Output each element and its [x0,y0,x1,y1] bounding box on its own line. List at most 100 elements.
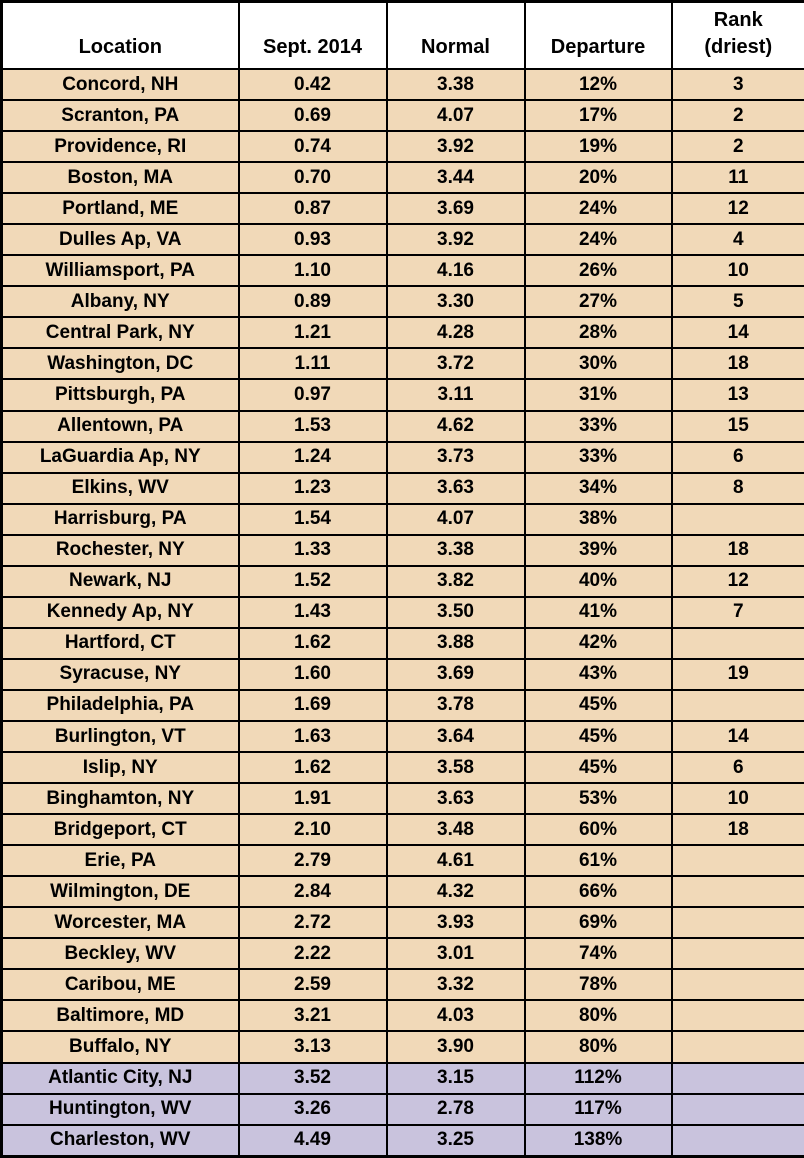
cell-sept-2014: 0.93 [237,223,388,257]
cell-sept-2014: 0.42 [237,67,388,102]
table-header: Location Sept. 2014 Normal Departure Ran… [0,0,804,70]
cell-rank: 8 [670,471,804,505]
table-row: Huntington, WV 3.26 2.78 117% [0,1092,804,1126]
cell-location: Syracuse, NY [0,657,240,691]
table-row: Dulles Ap, VA 0.93 3.92 24% 4 [0,223,804,257]
table-row: Newark, NJ 1.52 3.82 40% 12 [0,564,804,598]
cell-location: Newark, NJ [0,564,240,598]
cell-location: Worcester, MA [0,906,240,940]
table-row: Boston, MA 0.70 3.44 20% 11 [0,161,804,195]
table-row: Philadelphia, PA 1.69 3.78 45% [0,688,804,722]
cell-location: Hartford, CT [0,626,240,660]
cell-sept-2014: 1.62 [237,751,388,785]
cell-departure: 117% [523,1092,673,1126]
cell-departure: 74% [523,937,673,971]
table-row: Caribou, ME 2.59 3.32 78% [0,968,804,1002]
cell-departure: 30% [523,347,673,381]
cell-location: Erie, PA [0,844,240,878]
cell-location: Concord, NH [0,67,240,102]
cell-rank [670,626,804,660]
cell-sept-2014: 1.11 [237,347,388,381]
cell-departure: 34% [523,471,673,505]
cell-location: Portland, ME [0,192,240,226]
cell-rank: 4 [670,223,804,257]
cell-location: Providence, RI [0,130,240,164]
cell-normal: 3.64 [385,719,526,754]
cell-rank [670,1061,804,1095]
cell-normal: 3.50 [385,595,526,629]
cell-location: Kennedy Ap, NY [0,595,240,629]
cell-location: Baltimore, MD [0,999,240,1033]
cell-location: Philadelphia, PA [0,688,240,722]
cell-normal: 4.62 [385,409,526,443]
cell-normal: 4.07 [385,502,526,536]
cell-location: Atlantic City, NJ [0,1061,240,1095]
cell-rank [670,844,804,878]
cell-location: Huntington, WV [0,1092,240,1126]
table-row: Elkins, WV 1.23 3.63 34% 8 [0,471,804,505]
cell-rank: 5 [670,285,804,319]
cell-normal: 4.16 [385,254,526,288]
cell-departure: 38% [523,502,673,536]
cell-departure: 33% [523,440,673,474]
column-header-rank-driest: Rank (driest) [670,0,804,70]
cell-rank [670,1092,804,1126]
cell-sept-2014: 1.21 [237,316,388,350]
cell-location: Wilmington, DE [0,875,240,909]
cell-departure: 40% [523,564,673,598]
table-row: Concord, NH 0.42 3.38 12% 3 [0,67,804,102]
cell-normal: 3.15 [385,1061,526,1095]
cell-rank [670,906,804,940]
cell-rank: 7 [670,595,804,629]
cell-normal: 3.01 [385,937,526,971]
table-row: Islip, NY 1.62 3.58 45% 6 [0,751,804,785]
cell-sept-2014: 2.84 [237,875,388,909]
cell-departure: 69% [523,906,673,940]
cell-normal: 3.82 [385,564,526,598]
cell-sept-2014: 1.69 [237,688,388,722]
cell-normal: 3.25 [385,1123,526,1158]
cell-sept-2014: 1.43 [237,595,388,629]
cell-sept-2014: 0.69 [237,99,388,133]
table-row: Rochester, NY 1.33 3.38 39% 18 [0,533,804,567]
cell-rank [670,999,804,1033]
cell-departure: 138% [523,1123,673,1158]
cell-departure: 17% [523,99,673,133]
table-row: Hartford, CT 1.62 3.88 42% [0,626,804,660]
cell-sept-2014: 0.89 [237,285,388,319]
cell-rank: 10 [670,254,804,288]
cell-sept-2014: 0.87 [237,192,388,226]
cell-rank: 10 [670,782,804,816]
table-row: Allentown, PA 1.53 4.62 33% 15 [0,409,804,443]
cell-location: Elkins, WV [0,471,240,505]
cell-normal: 3.38 [385,533,526,567]
cell-departure: 24% [523,223,673,257]
table-row: Binghamton, NY 1.91 3.63 53% 10 [0,782,804,816]
cell-normal: 3.88 [385,626,526,660]
cell-normal: 3.63 [385,471,526,505]
table-row: Syracuse, NY 1.60 3.69 43% 19 [0,657,804,691]
cell-sept-2014: 2.10 [237,813,388,847]
table-row: LaGuardia Ap, NY 1.24 3.73 33% 6 [0,440,804,474]
cell-rank: 6 [670,440,804,474]
cell-rank: 12 [670,192,804,226]
cell-rank: 6 [670,751,804,785]
cell-location: Beckley, WV [0,937,240,971]
cell-rank: 18 [670,533,804,567]
header-row: Location Sept. 2014 Normal Departure Ran… [0,0,804,70]
cell-rank: 14 [670,316,804,350]
table-body: Concord, NH 0.42 3.38 12% 3 Scranton, PA… [0,67,804,1158]
cell-departure: 61% [523,844,673,878]
column-header-normal: Normal [385,0,526,70]
cell-normal: 4.03 [385,999,526,1033]
cell-normal: 3.78 [385,688,526,722]
cell-sept-2014: 1.24 [237,440,388,474]
cell-rank [670,968,804,1002]
table-row: Erie, PA 2.79 4.61 61% [0,844,804,878]
cell-sept-2014: 2.72 [237,906,388,940]
cell-normal: 3.92 [385,130,526,164]
cell-normal: 4.32 [385,875,526,909]
cell-rank: 2 [670,130,804,164]
cell-sept-2014: 3.21 [237,999,388,1033]
cell-normal: 4.28 [385,316,526,350]
